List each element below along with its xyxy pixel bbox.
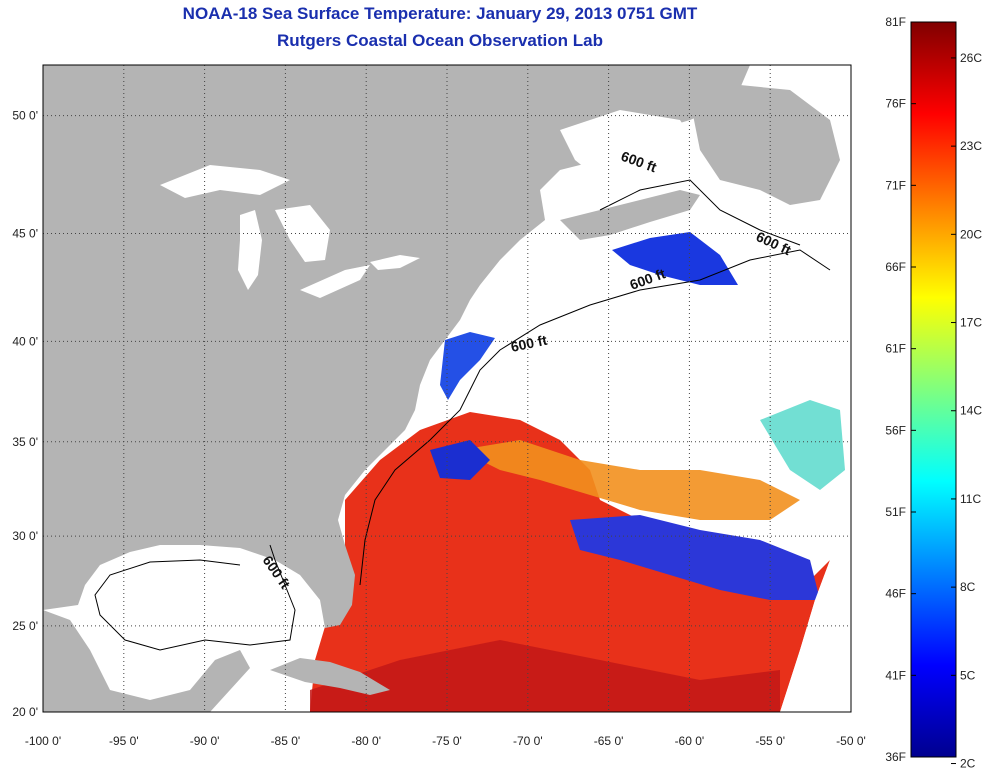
great-lake-huron — [275, 205, 330, 262]
depth-label-4: 600 ft — [509, 332, 548, 355]
depth-contour-atlantic — [359, 249, 831, 586]
great-lake-superior — [160, 165, 290, 198]
longitude-tick-label: -100 0' — [25, 734, 61, 748]
latitude-tick-label: 50 0' — [12, 109, 38, 123]
colorbar-f-label: 51F — [885, 505, 906, 519]
colorbar-c-label: 23C — [960, 139, 982, 153]
colorbar-celsius-labels: 26C 23C 20C 17C 14C 11C 8C 5C 2C — [951, 51, 982, 770]
colorbar-f-label: 36F — [885, 750, 906, 764]
graticule — [43, 65, 851, 712]
longitude-ticks: -100 0' -95 0' -90 0' -85 0' -80 0' -75 0' -70… — [25, 734, 866, 748]
colorbar-f-label: 66F — [885, 260, 906, 274]
colorbar-c-label: 26C — [960, 51, 982, 65]
colorbar-c-label: 2C — [960, 757, 976, 770]
colorbar-f-label: 81F — [885, 15, 906, 29]
latitude-ticks: 20 0' 25 0' 30 0' 35 0' 40 0' 45 0' 50 0' — [12, 109, 38, 719]
depth-contour-north — [599, 179, 801, 246]
cuba-land — [270, 658, 390, 695]
colorbar-f-label: 76F — [885, 97, 906, 111]
coastal-cold-water — [440, 332, 495, 400]
colorbar-c-label: 8C — [960, 580, 976, 594]
longitude-tick-label: -95 0' — [109, 734, 139, 748]
colorbar-c-label: 11C — [960, 492, 981, 506]
chart-title: NOAA-18 Sea Surface Temperature: January… — [182, 4, 698, 23]
colorbar-c-label: 17C — [960, 316, 982, 330]
colorbar-f-label: 56F — [885, 423, 906, 437]
latitude-tick-label: 20 0' — [12, 705, 38, 719]
longitude-tick-label: -80 0' — [351, 734, 381, 748]
great-lake-ontario — [370, 255, 420, 270]
longitude-tick-label: -50 0' — [836, 734, 866, 748]
red-south-region — [310, 640, 780, 712]
nova-scotia-land — [560, 190, 700, 240]
latitude-tick-label: 30 0' — [12, 529, 38, 543]
colorbar — [910, 21, 957, 758]
great-lake-michigan — [238, 210, 262, 290]
colorbar-f-label: 71F — [885, 178, 906, 192]
latitude-tick-label: 45 0' — [12, 226, 38, 240]
newfoundland-land — [690, 85, 840, 205]
eddy-blue-2 — [430, 440, 490, 480]
colorbar-fahrenheit-labels: 81F 76F 71F 66F 61F 56F 51F 46F 41F 36F — [885, 15, 916, 764]
shelf-cold-water — [612, 232, 738, 285]
great-lake-erie — [300, 265, 370, 298]
colorbar-f-label: 46F — [885, 587, 906, 601]
north-america-land — [43, 65, 750, 628]
latitude-tick-label: 40 0' — [12, 334, 38, 348]
warm-water-region — [310, 412, 830, 712]
longitude-tick-label: -60 0' — [675, 734, 705, 748]
colorbar-c-label: 5C — [960, 668, 976, 682]
map-frame — [42, 64, 852, 713]
colorbar-f-label: 61F — [885, 342, 906, 356]
longitude-tick-label: -85 0' — [271, 734, 301, 748]
longitude-tick-label: -65 0' — [594, 734, 624, 748]
colorbar-f-label: 41F — [885, 668, 906, 682]
depth-contour-gulf — [94, 544, 296, 651]
colorbar-c-label: 14C — [960, 404, 982, 418]
cool-eddy-region — [570, 515, 820, 600]
mexico-land — [43, 610, 250, 712]
orange-water-region — [460, 440, 800, 520]
latitude-tick-label: 25 0' — [12, 619, 38, 633]
swath-edge — [780, 560, 851, 712]
colorbar-c-label: 20C — [960, 227, 982, 241]
chart-subtitle: Rutgers Coastal Ocean Observation Lab — [277, 31, 603, 50]
longitude-tick-label: -70 0' — [513, 734, 543, 748]
longitude-tick-label: -75 0' — [432, 734, 462, 748]
cyan-patch — [760, 400, 845, 490]
longitude-tick-label: -55 0' — [755, 734, 785, 748]
latitude-tick-label: 35 0' — [12, 435, 38, 449]
longitude-tick-label: -90 0' — [190, 734, 220, 748]
gulf-of-st-lawrence — [560, 110, 700, 190]
